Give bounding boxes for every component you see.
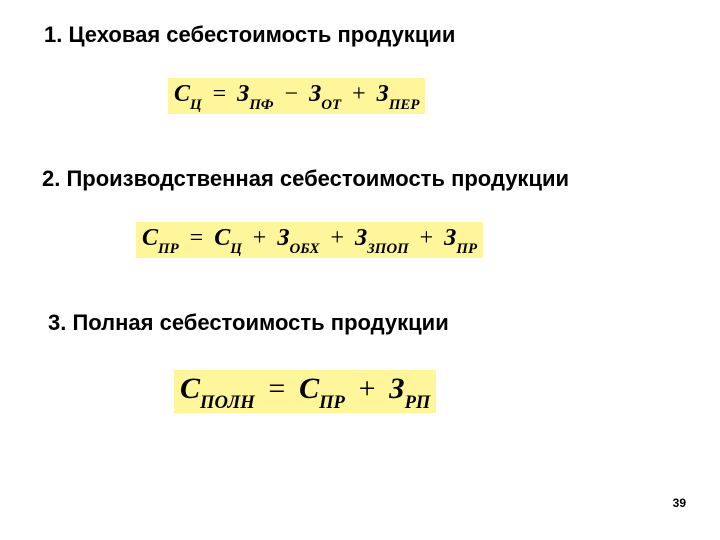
term-z-pf: ЗПФ [237,81,273,107]
op-plus: + [353,372,381,405]
op-plus: + [348,81,370,107]
section-3-heading: 3. Полная себестоимость продукции [48,310,449,336]
op-plus: + [415,225,437,251]
term-c-pr: СПР [142,225,179,251]
section-1-heading: 1. Цеховая себестоимость продукции [44,22,455,48]
section-1-formula: СЦ = ЗПФ − ЗОТ + ЗПЕР [168,78,425,114]
op-minus: − [280,81,302,107]
op-plus: + [326,225,348,251]
term-c-ts: СЦ [174,81,202,107]
page-number: 39 [673,496,686,510]
term-z-ot: ЗОТ [309,81,341,107]
term-z-obh: ЗОБХ [277,225,319,251]
section-3-formula: СПОЛН = СПР + ЗРП [174,370,436,413]
term-z-per: ЗПЕР [377,81,420,107]
section-2-heading: 2. Производственная себестоимость продук… [42,166,569,192]
op-eq: = [208,81,230,107]
op-plus: + [248,225,270,251]
op-eq: = [263,372,291,405]
term-z-pr: ЗПР [444,225,477,251]
op-eq: = [185,225,207,251]
section-2-formula: СПР = СЦ + ЗОБХ + ЗЗПОП + ЗПР [136,222,483,258]
term-c-pr: СПР [299,372,345,405]
term-c-poln: СПОЛН [180,372,255,405]
term-z-rp: ЗРП [389,372,430,405]
term-c-ts: СЦ [214,225,242,251]
term-z-zpop: ЗЗПОП [355,225,409,251]
